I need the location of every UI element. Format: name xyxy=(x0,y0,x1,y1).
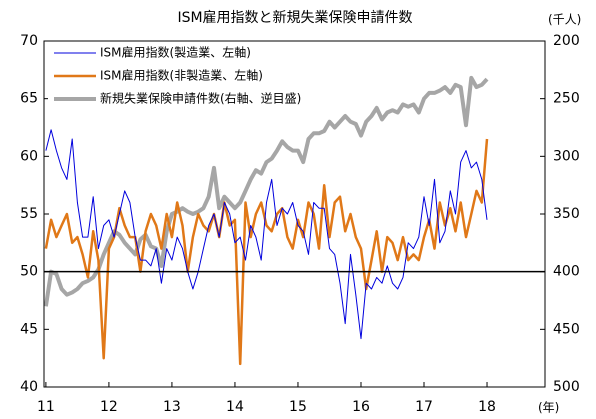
x-unit: (年) xyxy=(538,401,559,415)
y-tick-label: 55 xyxy=(20,206,38,222)
series-line xyxy=(43,75,489,307)
y2-unit: (千人) xyxy=(548,13,581,27)
y2-tick-label: 450 xyxy=(553,321,580,337)
x-tick-label: 15 xyxy=(289,399,307,415)
y2-tick-label: 350 xyxy=(553,206,580,222)
x-tick-label: 12 xyxy=(100,399,118,415)
chart-title: ISM雇用指数と新規失業保険申請件数 xyxy=(177,9,412,26)
plot-frame xyxy=(43,40,546,388)
y2-tick-label: 250 xyxy=(553,91,580,107)
y-tick-label: 40 xyxy=(20,379,38,395)
legend-label: ISM雇用指数(製造業、左軸) xyxy=(100,45,251,60)
y-tick-label: 65 xyxy=(20,91,38,107)
y-tick-label: 45 xyxy=(20,321,38,337)
x-tick-label: 14 xyxy=(226,399,244,415)
y2-tick-label: 400 xyxy=(553,264,580,280)
series-line xyxy=(44,138,489,366)
legend-label: ISM雇用指数(非製造業、左軸) xyxy=(100,68,263,83)
y2-tick-label: 300 xyxy=(553,148,580,164)
y-tick-label: 70 xyxy=(20,33,38,49)
x-tick-label: 11 xyxy=(37,399,55,415)
legend-label: 新規失業保険申請件数(右軸、逆目盛) xyxy=(100,91,301,106)
x-tick-label: 18 xyxy=(478,399,496,415)
y2-tick-label: 500 xyxy=(553,379,580,395)
y2-tick-label: 200 xyxy=(553,33,580,49)
series-line xyxy=(45,129,488,340)
legend-box xyxy=(48,43,348,111)
x-tick-label: 17 xyxy=(415,399,433,415)
y-tick-label: 60 xyxy=(20,148,38,164)
x-tick-label: 16 xyxy=(352,399,370,415)
x-tick-label: 13 xyxy=(163,399,181,415)
y-tick-label: 50 xyxy=(20,264,38,280)
